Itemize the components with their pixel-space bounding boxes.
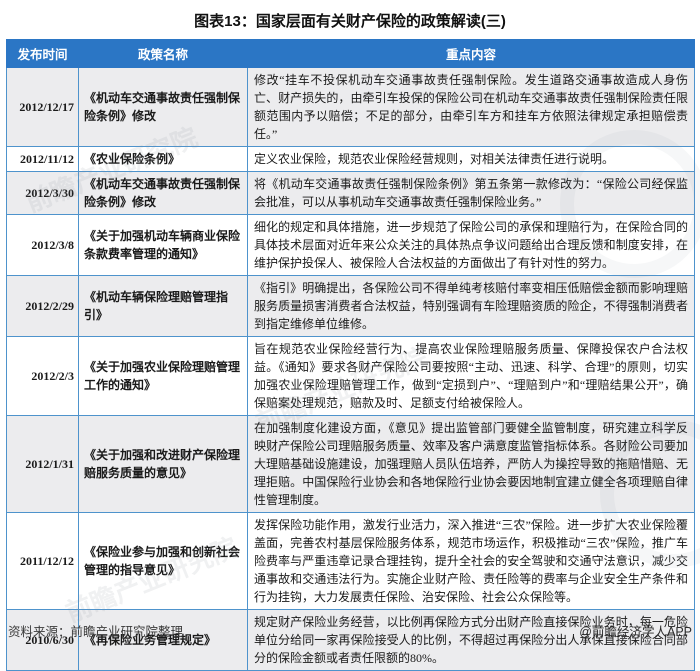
publisher-credit: @前瞻经济学人APP (579, 625, 692, 639)
cell-policy: 《机动车交通事故责任强制保险条例》修改 (78, 171, 248, 215)
cell-policy: 《机动车辆保险理赔管理指引》 (78, 275, 248, 337)
cell-content: 《指引》明确提出，各保险公司不得单纯考核赔付率变相压低赔偿金额而影响理赔服务质量… (247, 275, 695, 337)
cell-policy: 《机动车交通事故责任强制保险条例》修改 (78, 67, 248, 147)
table-header-row: 发布时间 政策名称 重点内容 (6, 39, 695, 68)
cell-content: 定义农业保险，规范农业保险经营规则，对相关法律责任进行说明。 (247, 146, 695, 172)
cell-date: 2012/12/17 (6, 67, 79, 147)
cell-policy: 《关于加强机动车辆商业保险条款费率管理的通知》 (78, 214, 248, 276)
cell-policy: 《关于加强农业保险理赔管理工作的通知》 (78, 336, 248, 416)
table-row: 2012/12/17 《机动车交通事故责任强制保险条例》修改 修改“挂车不投保机… (6, 67, 695, 147)
header-cell-content: 重点内容 (247, 39, 695, 68)
table-row: 2011/12/12 《保险业参与加强和创新社会管理的指导意见》 发挥保险功能作… (6, 512, 695, 610)
cell-content: 发挥保险功能作用，激发行业活力，深入推进“三农”保险。进一步扩大农业保险覆盖面，… (247, 512, 695, 610)
cell-policy: 《再保险业务管理规定》 (78, 609, 248, 671)
header-cell-date: 发布时间 (6, 39, 79, 68)
page-title: 图表13：国家层面有关财产保险的政策解读(三) (194, 13, 506, 30)
cell-content: 在加强制度化建设方面，《意见》提出监管部门要健全监管制度，研究建立科学反映财产保… (247, 415, 695, 513)
cell-policy: 《保险业参与加强和创新社会管理的指导意见》 (78, 512, 248, 610)
cell-date: 2010/6/30 (6, 609, 79, 671)
cell-content: 细化的规定和具体措施，进一步规范了保险公司的承保和理赔行为，在保险合同的具体技术… (247, 214, 695, 276)
cell-policy: 《关于加强和改进财产保险理赔服务质量的意见》 (78, 415, 248, 513)
cell-date: 2012/3/8 (6, 214, 79, 276)
cell-date: 2012/11/12 (6, 146, 79, 172)
table-row: 2012/3/30 《机动车交通事故责任强制保险条例》修改 将《机动车交通事故责… (6, 171, 695, 215)
header-cell-policy: 政策名称 (78, 39, 248, 68)
table-row: 2012/2/29 《机动车辆保险理赔管理指引》 《指引》明确提出，各保险公司不… (6, 275, 695, 337)
cell-content: 将《机动车交通事故责任强制保险条例》第五条第一款修改为：“保险公司经保监会批准，… (247, 171, 695, 215)
footer: 资料来源：前瞻产业研究院整理 @前瞻经济学人APP (8, 621, 692, 640)
policy-table: 发布时间 政策名称 重点内容 2012/12/17 《机动车交通事故责任强制保险… (6, 39, 695, 671)
table-row: 2012/1/31 《关于加强和改进财产保险理赔服务质量的意见》 在加强制度化建… (6, 415, 695, 513)
cell-date: 2012/1/31 (6, 415, 79, 513)
table-row: 2012/2/3 《关于加强农业保险理赔管理工作的通知》 旨在规范农业保险经营行… (6, 336, 695, 416)
cell-content: 旨在规范农业保险经营行为、提高农业保险理赔服务质量、保障投保农户合法权益。《通知… (247, 336, 695, 416)
cell-date: 2012/2/3 (6, 336, 79, 416)
cell-content: 修改“挂车不投保机动车交通事故责任强制保险。发生道路交通事故造成人身伤亡、财产损… (247, 67, 695, 147)
cell-content: 规定财产保险业务经营，以比例再保险方式分出财产险直接保险业务时，每一危险单位分给… (247, 609, 695, 671)
cell-date: 2012/3/30 (6, 171, 79, 215)
table-row: 2010/6/30 《再保险业务管理规定》 规定财产保险业务经营，以比例再保险方… (6, 609, 695, 671)
table-row: 2012/11/12 《农业保险条例》 定义农业保险，规范农业保险经营规则，对相… (6, 146, 695, 172)
cell-date: 2012/2/29 (6, 275, 79, 337)
cell-date: 2011/12/12 (6, 512, 79, 610)
cell-policy: 《农业保险条例》 (78, 146, 248, 172)
source-attribution: 资料来源：前瞻产业研究院整理 (8, 625, 184, 639)
table-row: 2012/3/8 《关于加强机动车辆商业保险条款费率管理的通知》 细化的规定和具… (6, 214, 695, 276)
